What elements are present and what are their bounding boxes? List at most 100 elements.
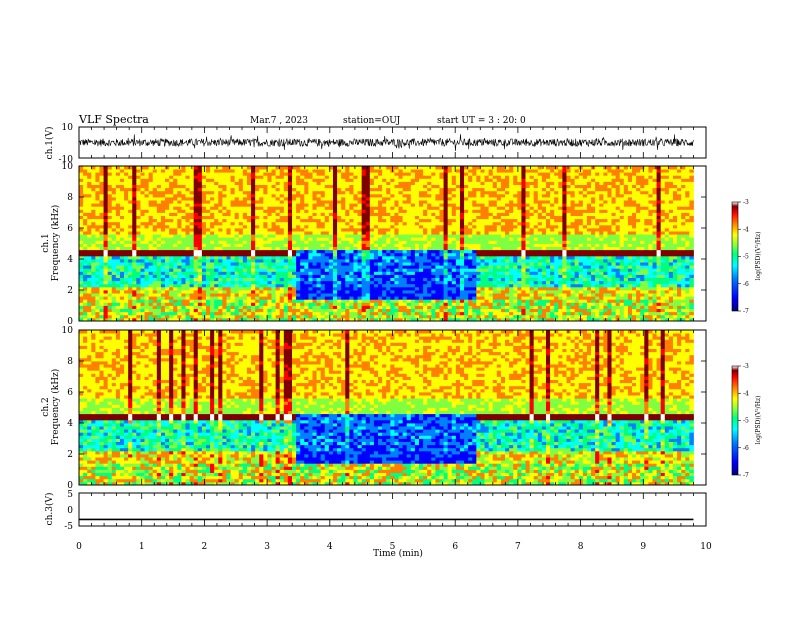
spectrogram-cell	[210, 278, 215, 282]
spectrogram-cell	[280, 268, 285, 272]
spectrogram-cell	[370, 216, 375, 220]
spectrogram-cell	[452, 194, 457, 198]
spectrogram-cell	[124, 231, 129, 235]
spectrogram-cell	[132, 312, 137, 316]
spectrogram-cell	[157, 293, 162, 297]
spectrogram-cell	[349, 191, 354, 195]
spectrogram-cell	[206, 275, 211, 279]
spectrogram-cell	[288, 278, 293, 282]
spectrogram-cell	[91, 287, 96, 291]
spectrogram-cell	[411, 188, 416, 192]
spectrogram-cell	[452, 284, 457, 288]
spectrogram-cell	[308, 175, 313, 179]
spectrogram-cell	[370, 278, 375, 282]
spectrogram-cell	[79, 166, 84, 170]
spectrogram-cell	[276, 268, 281, 272]
spectrogram-cell	[132, 293, 137, 297]
spectrogram-cell	[288, 275, 293, 279]
spectrogram-cell	[104, 213, 109, 217]
spectrogram-cell	[337, 231, 342, 235]
spectrogram-cell	[251, 216, 256, 220]
spectrogram-cell	[218, 290, 223, 294]
spectrogram-cell	[161, 259, 166, 263]
spectrogram-cell	[296, 253, 301, 256]
spectrogram-cell	[153, 315, 158, 319]
spectrogram-cell	[456, 284, 461, 288]
spectrogram-cell	[255, 203, 260, 207]
spectrogram-cell	[79, 290, 84, 294]
spectrogram-cell	[439, 299, 444, 303]
spectrogram-cell	[136, 222, 141, 226]
spectrogram-cell	[276, 265, 281, 269]
spectrogram-cell	[366, 312, 371, 316]
spectrogram-cell	[136, 209, 141, 213]
spectrogram-cell	[255, 231, 260, 235]
spectrogram-cell	[358, 185, 363, 189]
spectrogram-cell	[214, 302, 219, 306]
spectrogram-cell	[439, 262, 444, 266]
spectrogram-cell	[210, 309, 215, 313]
spectrogram-cell	[194, 209, 199, 213]
spectrogram-cell	[312, 231, 317, 235]
spectrogram-cell	[296, 287, 301, 291]
spectrogram-cell	[243, 172, 248, 176]
spectrogram-cell	[329, 188, 334, 192]
spectrogram-cell	[177, 259, 182, 263]
spectrogram-cell	[439, 191, 444, 195]
spectrogram-cell	[415, 206, 420, 210]
spectrogram-cell	[476, 278, 481, 282]
spectrogram-cell	[394, 312, 399, 316]
spectrogram-cell	[284, 293, 289, 297]
spectrogram-cell	[202, 302, 207, 306]
spectrogram-cell	[284, 234, 289, 238]
spectrogram-cell	[226, 194, 231, 198]
spectrogram-cell	[194, 275, 199, 279]
spectrogram-cell	[202, 296, 207, 300]
spectrogram-cell	[435, 228, 440, 232]
spectrogram-cell	[407, 247, 412, 251]
spectrogram-cell	[292, 250, 297, 254]
spectrogram-cell	[104, 259, 109, 263]
spectrogram-cell	[177, 293, 182, 297]
spectrogram-cell	[251, 253, 256, 256]
spectrogram-cell	[124, 182, 129, 186]
spectrogram-cell	[276, 284, 281, 288]
spectrogram-cell	[120, 191, 125, 195]
spectrogram-cell	[235, 228, 240, 232]
spectrogram-cell	[157, 278, 162, 282]
spectrogram-cell	[239, 268, 244, 272]
spectrogram-cell	[345, 240, 350, 244]
spectrogram-cell	[194, 250, 199, 254]
spectrogram-cell	[190, 262, 195, 266]
spectrogram-cell	[202, 182, 207, 186]
spectrogram-cell	[472, 166, 477, 170]
spectrogram-cell	[243, 247, 248, 251]
spectrogram-cell	[231, 194, 236, 198]
spectrogram-cell	[300, 169, 305, 173]
spectrogram-cell	[321, 222, 326, 226]
spectrogram-cell	[79, 247, 84, 251]
spectrogram-cell	[345, 188, 350, 192]
spectrogram-cell	[267, 244, 272, 248]
spectrogram-cell	[104, 278, 109, 282]
spectrogram-cell	[161, 315, 166, 319]
spectrogram-cell	[341, 309, 346, 313]
spectrogram-cell	[280, 225, 285, 229]
spectrogram-cell	[452, 240, 457, 244]
spectrogram-cell	[112, 216, 117, 220]
spectrogram-cell	[304, 225, 309, 229]
spectrogram-cell	[464, 281, 469, 285]
spectrogram-cell	[333, 268, 338, 272]
spectrogram-cell	[349, 231, 354, 235]
spectrogram-cell	[329, 237, 334, 241]
spectrogram-cell	[177, 194, 182, 198]
spectrogram-cell	[165, 228, 170, 232]
spectrogram-cell	[128, 172, 133, 176]
spectrogram-cell	[95, 185, 100, 189]
spectrogram-cell	[181, 312, 186, 316]
spectrogram-cell	[399, 265, 404, 269]
spectrogram-cell	[231, 197, 236, 201]
spectrogram-cell	[145, 185, 150, 189]
spectrogram-cell	[358, 182, 363, 186]
spectrogram-cell	[300, 194, 305, 198]
